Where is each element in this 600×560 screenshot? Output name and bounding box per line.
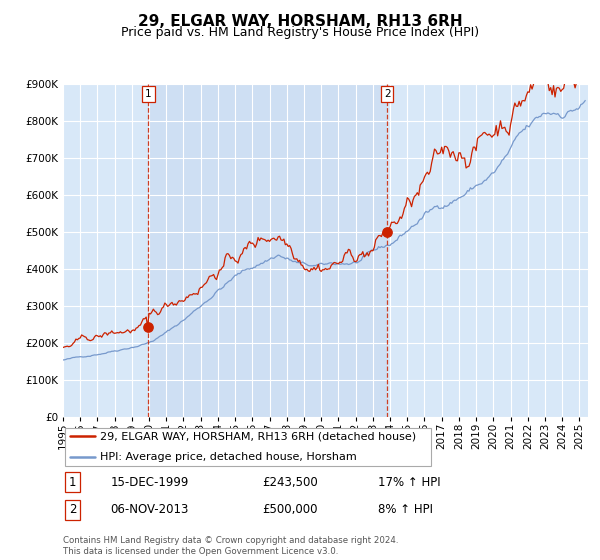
Text: 06-NOV-2013: 06-NOV-2013 — [110, 503, 188, 516]
Text: 2: 2 — [69, 503, 76, 516]
Text: 2: 2 — [384, 89, 391, 99]
Point — [382, 227, 392, 236]
Text: 29, ELGAR WAY, HORSHAM, RH13 6RH: 29, ELGAR WAY, HORSHAM, RH13 6RH — [137, 14, 463, 29]
Text: 15-DEC-1999: 15-DEC-1999 — [110, 475, 188, 489]
Text: 29, ELGAR WAY, HORSHAM, RH13 6RH (detached house): 29, ELGAR WAY, HORSHAM, RH13 6RH (detach… — [100, 431, 416, 441]
Text: £500,000: £500,000 — [263, 503, 318, 516]
Point — [143, 323, 153, 332]
Text: 17% ↑ HPI: 17% ↑ HPI — [378, 475, 440, 489]
Text: Price paid vs. HM Land Registry's House Price Index (HPI): Price paid vs. HM Land Registry's House … — [121, 26, 479, 39]
Text: Contains HM Land Registry data © Crown copyright and database right 2024.
This d: Contains HM Land Registry data © Crown c… — [63, 536, 398, 556]
Bar — [148, 84, 387, 417]
FancyBboxPatch shape — [65, 428, 431, 465]
Text: 1: 1 — [69, 475, 76, 489]
Text: 8% ↑ HPI: 8% ↑ HPI — [378, 503, 433, 516]
Text: HPI: Average price, detached house, Horsham: HPI: Average price, detached house, Hors… — [100, 452, 357, 462]
Text: £243,500: £243,500 — [263, 475, 318, 489]
Text: 1: 1 — [145, 89, 152, 99]
